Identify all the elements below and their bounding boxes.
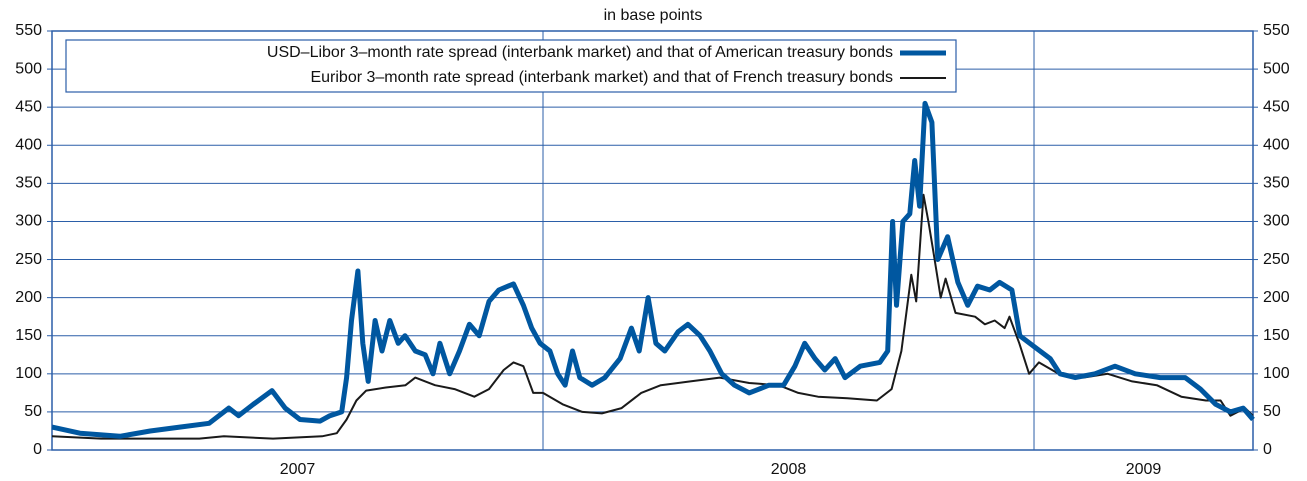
y-tick-label: 100 xyxy=(15,365,42,382)
legend-label: Euribor 3–month rate spread (interbank m… xyxy=(310,69,893,86)
y-tick-label: 300 xyxy=(15,213,42,230)
y2-tick-label: 550 xyxy=(1263,22,1290,39)
y-tick-label: 0 xyxy=(33,441,42,458)
y-tick-label: 200 xyxy=(15,289,42,306)
x-tick-label: 2008 xyxy=(771,461,807,478)
data-line xyxy=(51,193,1254,440)
y-tick-label: 450 xyxy=(15,98,42,115)
y2-tick-label: 200 xyxy=(1263,289,1290,306)
y2-tick-label: 500 xyxy=(1263,60,1290,77)
legend-label: USD–Libor 3–month rate spread (interbank… xyxy=(267,44,893,61)
y2-tick-label: 300 xyxy=(1263,213,1290,230)
y2-tick-label: 0 xyxy=(1263,441,1272,458)
y-tick-label: 250 xyxy=(15,251,42,268)
y2-tick-label: 100 xyxy=(1263,365,1290,382)
y-tick-label: 550 xyxy=(15,22,42,39)
y2-tick-label: 400 xyxy=(1263,136,1290,153)
x-tick-label: 2009 xyxy=(1126,461,1162,478)
data-line xyxy=(51,100,1255,439)
y-tick-label: 50 xyxy=(24,403,42,420)
plot-frame xyxy=(51,30,1254,451)
legend-box xyxy=(65,39,957,93)
y-tick-label: 400 xyxy=(15,136,42,153)
y2-tick-label: 50 xyxy=(1263,403,1281,420)
y-tick-label: 500 xyxy=(15,60,42,77)
y2-tick-label: 250 xyxy=(1263,251,1290,268)
y-tick-label: 350 xyxy=(15,175,42,192)
y2-tick-label: 150 xyxy=(1263,327,1290,344)
y2-tick-label: 450 xyxy=(1263,98,1290,115)
x-tick-label: 2007 xyxy=(280,461,316,478)
y2-tick-label: 350 xyxy=(1263,175,1290,192)
y-tick-label: 150 xyxy=(15,327,42,344)
chart-title: in base points xyxy=(604,7,703,24)
